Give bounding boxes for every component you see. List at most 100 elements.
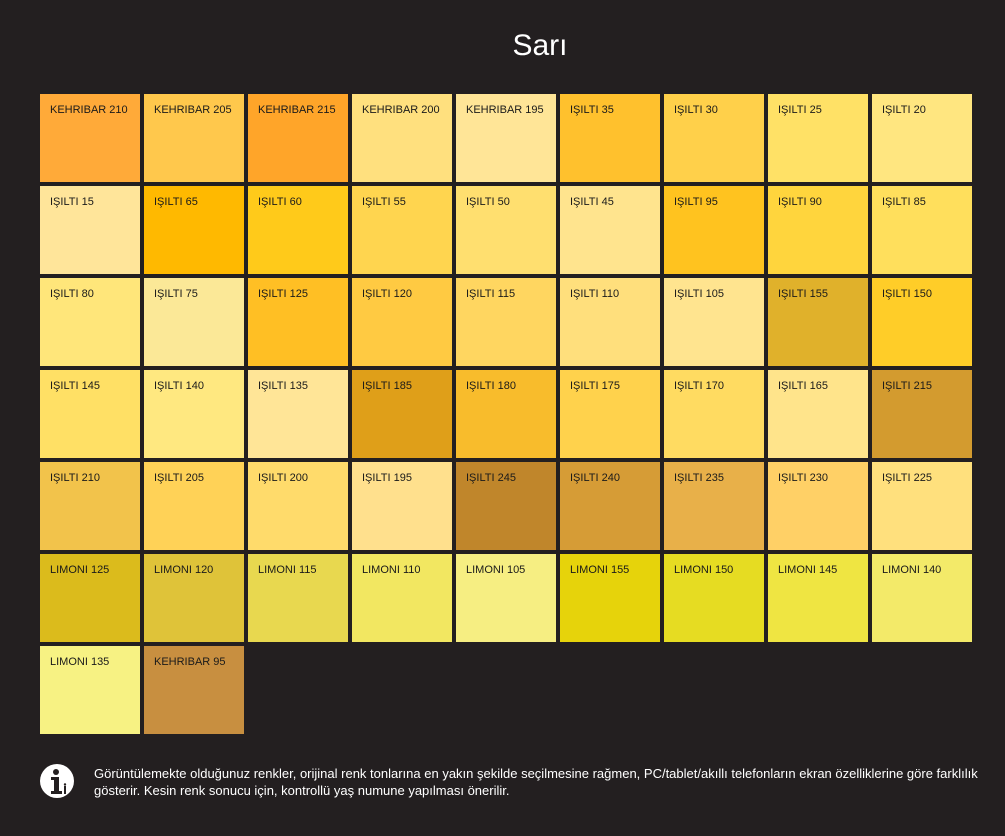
swatch-label: IŞILTI 115 xyxy=(466,288,516,300)
color-swatch[interactable]: IŞILTI 205 xyxy=(144,462,244,550)
swatch-label: IŞILTI 170 xyxy=(674,380,724,392)
swatch-label: IŞILTI 215 xyxy=(882,380,932,392)
color-swatch[interactable]: IŞILTI 30 xyxy=(664,94,764,182)
swatch-label: IŞILTI 245 xyxy=(466,472,516,484)
color-swatch[interactable]: LIMONI 120 xyxy=(144,554,244,642)
color-swatch[interactable]: KEHRIBAR 95 xyxy=(144,646,244,734)
color-swatch[interactable]: IŞILTI 170 xyxy=(664,370,764,458)
color-swatch[interactable]: IŞILTI 225 xyxy=(872,462,972,550)
color-swatch[interactable]: IŞILTI 115 xyxy=(456,278,556,366)
color-swatch[interactable]: LIMONI 140 xyxy=(872,554,972,642)
swatch-label: IŞILTI 180 xyxy=(466,380,516,392)
swatch-label: KEHRIBAR 210 xyxy=(50,104,128,116)
swatch-label: IŞILTI 75 xyxy=(154,288,198,300)
color-swatch[interactable]: LIMONI 110 xyxy=(352,554,452,642)
color-swatch[interactable]: IŞILTI 25 xyxy=(768,94,868,182)
swatch-label: IŞILTI 200 xyxy=(258,472,308,484)
color-swatch[interactable]: IŞILTI 140 xyxy=(144,370,244,458)
swatch-label: IŞILTI 105 xyxy=(674,288,724,300)
color-swatch[interactable]: IŞILTI 240 xyxy=(560,462,660,550)
color-swatch[interactable]: IŞILTI 165 xyxy=(768,370,868,458)
swatch-label: IŞILTI 15 xyxy=(50,196,94,208)
swatch-label: IŞILTI 50 xyxy=(466,196,510,208)
color-swatch[interactable]: IŞILTI 210 xyxy=(40,462,140,550)
swatch-label: LIMONI 120 xyxy=(154,564,214,576)
color-swatch[interactable]: KEHRIBAR 215 xyxy=(248,94,348,182)
color-swatch[interactable]: IŞILTI 85 xyxy=(872,186,972,274)
color-swatch[interactable]: IŞILTI 90 xyxy=(768,186,868,274)
swatch-label: IŞILTI 45 xyxy=(570,196,614,208)
color-swatch[interactable]: IŞILTI 110 xyxy=(560,278,660,366)
swatch-label: IŞILTI 55 xyxy=(362,196,406,208)
color-swatch[interactable]: IŞILTI 55 xyxy=(352,186,452,274)
swatch-label: IŞILTI 230 xyxy=(778,472,828,484)
swatch-label: KEHRIBAR 200 xyxy=(362,104,440,116)
color-swatch[interactable]: IŞILTI 75 xyxy=(144,278,244,366)
color-swatch[interactable]: LIMONI 135 xyxy=(40,646,140,734)
color-swatch[interactable]: IŞILTI 15 xyxy=(40,186,140,274)
swatch-label: IŞILTI 65 xyxy=(154,196,198,208)
swatch-label: IŞILTI 80 xyxy=(50,288,94,300)
color-swatch[interactable]: IŞILTI 50 xyxy=(456,186,556,274)
color-swatch[interactable]: IŞILTI 95 xyxy=(664,186,764,274)
color-swatch[interactable]: IŞILTI 230 xyxy=(768,462,868,550)
color-swatch[interactable]: IŞILTI 215 xyxy=(872,370,972,458)
color-swatch[interactable]: IŞILTI 145 xyxy=(40,370,140,458)
color-swatch[interactable]: IŞILTI 150 xyxy=(872,278,972,366)
swatch-label: LIMONI 145 xyxy=(778,564,838,576)
color-swatch[interactable]: IŞILTI 20 xyxy=(872,94,972,182)
color-swatch[interactable]: LIMONI 145 xyxy=(768,554,868,642)
info-icon xyxy=(40,764,74,798)
color-swatch[interactable]: LIMONI 115 xyxy=(248,554,348,642)
color-swatch[interactable]: KEHRIBAR 210 xyxy=(40,94,140,182)
color-swatch[interactable]: IŞILTI 245 xyxy=(456,462,556,550)
swatch-label: IŞILTI 110 xyxy=(570,288,620,300)
swatch-label: IŞILTI 185 xyxy=(362,380,412,392)
swatch-label: IŞILTI 120 xyxy=(362,288,412,300)
swatch-label: IŞILTI 95 xyxy=(674,196,718,208)
color-swatch[interactable]: IŞILTI 155 xyxy=(768,278,868,366)
color-swatch[interactable]: IŞILTI 105 xyxy=(664,278,764,366)
swatch-label: LIMONI 135 xyxy=(50,656,110,668)
color-swatch[interactable]: LIMONI 155 xyxy=(560,554,660,642)
swatch-label: IŞILTI 135 xyxy=(258,380,308,392)
color-swatch[interactable]: LIMONI 105 xyxy=(456,554,556,642)
swatch-label: IŞILTI 145 xyxy=(50,380,100,392)
color-swatch[interactable]: IŞILTI 120 xyxy=(352,278,452,366)
swatch-label: IŞILTI 155 xyxy=(778,288,828,300)
color-swatch[interactable]: IŞILTI 60 xyxy=(248,186,348,274)
color-swatch[interactable]: IŞILTI 175 xyxy=(560,370,660,458)
color-swatch[interactable]: IŞILTI 180 xyxy=(456,370,556,458)
color-swatch[interactable]: KEHRIBAR 200 xyxy=(352,94,452,182)
swatch-label: IŞILTI 140 xyxy=(154,380,204,392)
swatch-label: IŞILTI 165 xyxy=(778,380,828,392)
color-swatch[interactable]: LIMONI 125 xyxy=(40,554,140,642)
swatch-label: LIMONI 155 xyxy=(570,564,630,576)
swatch-label: IŞILTI 35 xyxy=(570,104,614,116)
color-swatch[interactable]: KEHRIBAR 195 xyxy=(456,94,556,182)
swatch-label: IŞILTI 235 xyxy=(674,472,724,484)
color-swatch[interactable]: IŞILTI 235 xyxy=(664,462,764,550)
swatch-label: KEHRIBAR 95 xyxy=(154,656,226,668)
color-swatch[interactable]: IŞILTI 65 xyxy=(144,186,244,274)
swatch-label: IŞILTI 210 xyxy=(50,472,100,484)
color-swatch[interactable]: IŞILTI 200 xyxy=(248,462,348,550)
swatch-label: IŞILTI 20 xyxy=(882,104,926,116)
swatch-label: IŞILTI 125 xyxy=(258,288,308,300)
color-swatch[interactable]: IŞILTI 45 xyxy=(560,186,660,274)
swatch-label: IŞILTI 205 xyxy=(154,472,204,484)
swatch-label: KEHRIBAR 205 xyxy=(154,104,232,116)
swatch-label: IŞILTI 175 xyxy=(570,380,620,392)
color-swatch[interactable]: IŞILTI 35 xyxy=(560,94,660,182)
color-swatch[interactable]: IŞILTI 185 xyxy=(352,370,452,458)
color-swatch[interactable]: IŞILTI 195 xyxy=(352,462,452,550)
color-swatch[interactable]: LIMONI 150 xyxy=(664,554,764,642)
swatch-label: LIMONI 125 xyxy=(50,564,110,576)
swatch-label: LIMONI 110 xyxy=(362,564,421,576)
swatch-label: LIMONI 150 xyxy=(674,564,734,576)
color-swatch[interactable]: IŞILTI 135 xyxy=(248,370,348,458)
swatch-label: LIMONI 105 xyxy=(466,564,526,576)
color-swatch[interactable]: IŞILTI 125 xyxy=(248,278,348,366)
color-swatch[interactable]: KEHRIBAR 205 xyxy=(144,94,244,182)
color-swatch[interactable]: IŞILTI 80 xyxy=(40,278,140,366)
